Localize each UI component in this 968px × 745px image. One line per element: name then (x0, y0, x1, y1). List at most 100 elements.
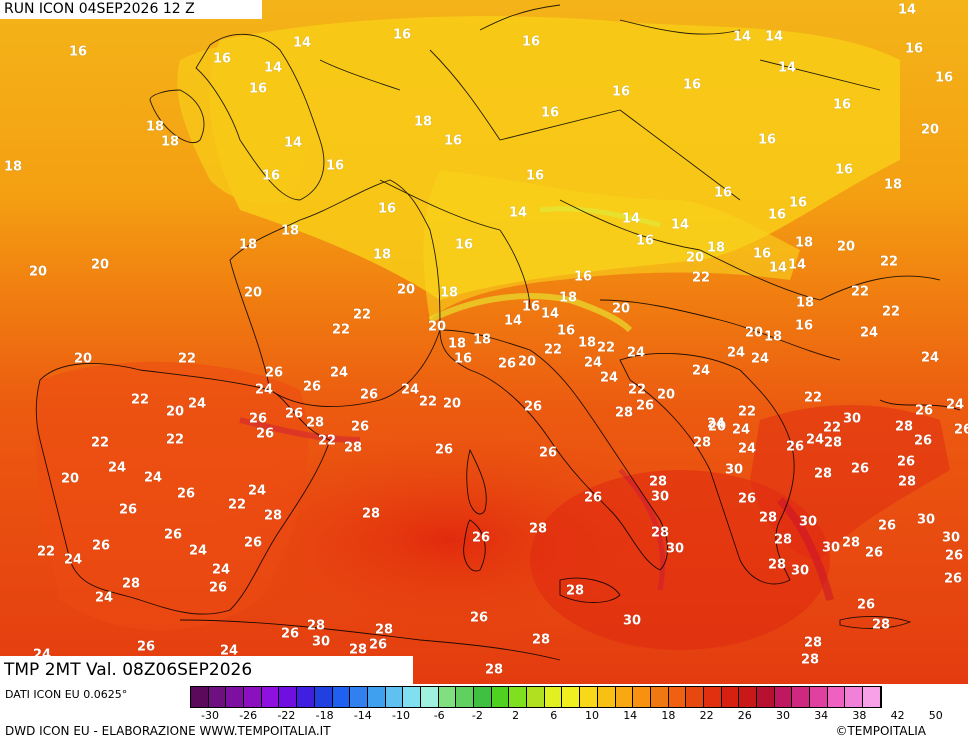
temperature-label: 28 (484, 662, 504, 678)
temperature-label: 16 (682, 77, 702, 93)
temperature-label: 24 (94, 590, 114, 606)
color-swatch (314, 687, 333, 707)
temperature-label: 22 (691, 270, 711, 286)
color-scale-tick: 6 (550, 709, 558, 722)
temperature-label: 28 (305, 415, 325, 431)
temperature-label: 24 (329, 365, 349, 381)
color-scale-tick: -22 (277, 709, 296, 722)
temperature-label: 28 (531, 632, 551, 648)
temperature-label: 30 (650, 489, 670, 505)
temperature-label: 28 (648, 474, 668, 490)
temperature-label: 16 (767, 207, 787, 223)
temperature-label: 24 (945, 397, 965, 413)
color-swatch (845, 687, 864, 707)
temperature-label: 18 (413, 114, 433, 130)
temperature-label: 20 (442, 396, 462, 412)
temperature-label: 22 (543, 342, 563, 358)
temperature-label: 24 (599, 370, 619, 386)
color-scale-tick: -26 (239, 709, 258, 722)
temperature-label: 20 (707, 419, 727, 435)
temperature-label: 16 (635, 233, 655, 249)
temperature-label: 20 (517, 354, 537, 370)
temperature-label: 16 (834, 162, 854, 178)
temperature-label: 24 (187, 396, 207, 412)
copyright-label: ©TEMPOITALIA (835, 724, 926, 738)
temperature-label: 28 (871, 617, 891, 633)
color-swatch (367, 687, 386, 707)
color-scale-tick: 42 (890, 709, 905, 722)
temperature-label: 26 (737, 491, 757, 507)
temperature-label: 26 (163, 527, 183, 543)
temperature-label: 26 (785, 439, 805, 455)
temperature-label: 16 (540, 105, 560, 121)
color-swatch (350, 687, 368, 707)
color-scale-tick: 14 (623, 709, 638, 722)
color-swatch (297, 687, 315, 707)
temperature-label: 18 (472, 332, 492, 348)
temperature-label: 18 (577, 335, 597, 351)
temperature-label: 28 (361, 506, 381, 522)
temperature-label: 22 (352, 307, 372, 323)
temperature-label: 18 (706, 240, 726, 256)
temperature-label: 30 (665, 541, 685, 557)
temperature-label: 26 (284, 406, 304, 422)
temperature-label: 24 (254, 382, 274, 398)
color-swatch (739, 687, 757, 707)
color-swatch (491, 687, 510, 707)
temperature-label: 16 (443, 133, 463, 149)
temperature-label: 24 (143, 470, 163, 486)
temperature-label: 26 (877, 518, 897, 534)
color-swatch (527, 687, 545, 707)
temperature-label: 26 (264, 365, 284, 381)
temperature-label: 22 (331, 322, 351, 338)
temperature-label: 14 (732, 29, 752, 45)
color-swatch (863, 687, 881, 707)
color-swatch (244, 687, 262, 707)
temperature-label: 18 (280, 223, 300, 239)
temperature-label: 24 (583, 355, 603, 371)
temperature-label: 24 (731, 422, 751, 438)
color-swatch (191, 687, 209, 707)
color-scale-tick: 18 (661, 709, 676, 722)
color-scale-tick: -18 (315, 709, 334, 722)
temperature-label: 20 (920, 122, 940, 138)
color-scale-tick: -6 (433, 709, 445, 722)
temperature-label: 26 (635, 398, 655, 414)
temperature-label: 16 (752, 246, 772, 262)
temperature-label: 20 (73, 351, 93, 367)
temperature-label: 14 (764, 29, 784, 45)
temperature-label: 26 (469, 610, 489, 626)
temperature-label: 20 (836, 239, 856, 255)
temperature-label: 14 (768, 260, 788, 276)
temperature-label: 16 (248, 81, 268, 97)
temperature-label: 16 (904, 41, 924, 57)
temperature-label: 26 (368, 637, 388, 653)
temperature-label: 28 (803, 635, 823, 651)
temperature-label: 18 (145, 119, 165, 135)
temperature-label: 26 (434, 442, 454, 458)
color-swatch (403, 687, 421, 707)
temperature-label: 24 (107, 460, 127, 476)
temperature-label: 14 (292, 35, 312, 51)
temperature-label: 26 (248, 411, 268, 427)
color-scale-tick: 22 (699, 709, 714, 722)
temperature-label: 18 (372, 247, 392, 263)
temperature-label: 26 (864, 545, 884, 561)
temperature-label: 30 (622, 613, 642, 629)
temperature-label: 28 (528, 521, 548, 537)
temperature-label: 18 (763, 329, 783, 345)
temperature-label: 24 (737, 441, 757, 457)
temperature-label: 22 (177, 351, 197, 367)
temperature-label: 20 (28, 264, 48, 280)
temperature-label: 16 (757, 132, 777, 148)
temperature-label: 20 (744, 325, 764, 341)
temperature-label: 26 (91, 538, 111, 554)
temperature-label: 16 (934, 70, 954, 86)
temperature-label: 28 (841, 535, 861, 551)
temperature-label: 16 (261, 168, 281, 184)
temperature-label: 16 (713, 185, 733, 201)
temperature-label: 26 (176, 486, 196, 502)
validity-label: TMP 2MT Val. 08Z06SEP2026 (0, 656, 413, 684)
temperature-label: 16 (832, 97, 852, 113)
temperature-label: 26 (943, 571, 963, 587)
